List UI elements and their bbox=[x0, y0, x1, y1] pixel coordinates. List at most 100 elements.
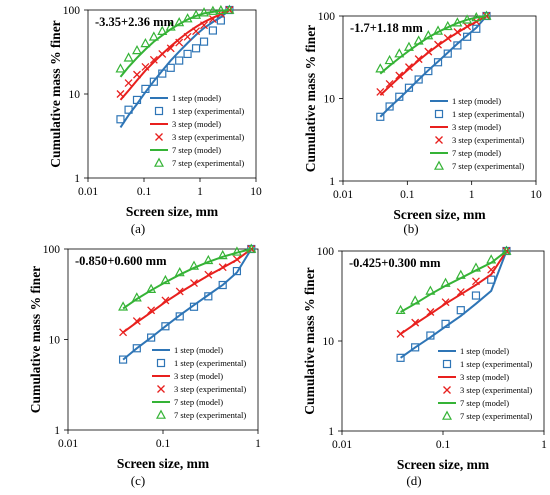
data-point-cross bbox=[175, 287, 184, 296]
x-tick-label: 1 bbox=[197, 186, 203, 198]
data-point-triangle bbox=[452, 17, 463, 27]
series-line-three_step bbox=[379, 15, 487, 96]
data-point-cross bbox=[124, 79, 133, 88]
data-point-cross bbox=[396, 329, 405, 338]
legend-swatch-marker bbox=[157, 385, 165, 393]
y-tick-label: 1 bbox=[54, 425, 60, 437]
data-point-triangle bbox=[148, 31, 159, 41]
data-point-square bbox=[404, 83, 414, 92]
data-point-cross-stroke bbox=[487, 265, 496, 274]
y-tick-label: 1 bbox=[329, 176, 335, 188]
data-point-cross-stroke bbox=[183, 32, 192, 41]
data-point-triangle bbox=[146, 283, 157, 293]
panel-d: 0.01 0.1 1 1 10 100 Screen size, mm Cumulative … bbox=[302, 245, 547, 488]
legend-swatch-marker bbox=[155, 133, 163, 141]
y-tick-label: 100 bbox=[43, 244, 61, 256]
data-point-triangle bbox=[118, 301, 129, 311]
data-point-square bbox=[441, 319, 450, 328]
data-point-cross bbox=[133, 70, 141, 79]
data-point-cross-stroke bbox=[232, 255, 241, 264]
data-point-square bbox=[396, 353, 405, 362]
data-point-cross bbox=[453, 28, 462, 36]
data-point-triangle bbox=[174, 267, 185, 277]
data-point-square bbox=[414, 75, 423, 84]
plot-area bbox=[342, 15, 537, 182]
data-point-square bbox=[132, 344, 141, 353]
x-tick-label: 1 bbox=[255, 438, 261, 450]
data-point-triangle bbox=[182, 13, 193, 23]
legend-label: 1 step (experimental) bbox=[452, 109, 524, 119]
data-point-cross bbox=[395, 71, 404, 80]
data-point-cross-stroke bbox=[472, 17, 481, 26]
data-point-square bbox=[216, 16, 225, 25]
data-point-cross-stroke bbox=[119, 328, 128, 337]
x-tick-label: 0.01 bbox=[58, 438, 78, 450]
data-point-triangle bbox=[131, 292, 142, 302]
data-point-triangle bbox=[384, 54, 395, 65]
data-point-triangle bbox=[440, 277, 451, 287]
data-point-triangle bbox=[455, 269, 466, 279]
x-tick-label: 0.1 bbox=[436, 439, 451, 451]
data-point-triangle bbox=[433, 25, 444, 35]
data-point-triangle bbox=[207, 5, 218, 15]
data-point-cross bbox=[190, 279, 198, 288]
x-tick-label: 0.01 bbox=[78, 186, 98, 198]
data-point-triangle bbox=[501, 245, 512, 255]
data-point-triangle bbox=[131, 44, 143, 55]
data-point-cross bbox=[426, 308, 435, 316]
data-point-square bbox=[456, 306, 465, 315]
panel-a: 0.01 0.1 1 10 1 10 100 Screen size, mm Cumulativ… bbox=[48, 4, 262, 236]
size-fraction-annotation: -0.850+0.600 mm bbox=[75, 254, 167, 268]
data-point-square bbox=[385, 102, 394, 111]
data-point-cross-stroke bbox=[133, 70, 141, 79]
data-point-cross-stroke bbox=[395, 71, 404, 80]
data-point-cross-stroke bbox=[225, 6, 234, 14]
data-point-cross-stroke bbox=[411, 318, 420, 327]
data-point-square bbox=[183, 49, 192, 59]
legend-label: 7 step (model) bbox=[174, 397, 223, 407]
data-point-cross bbox=[424, 47, 433, 56]
data-point-square bbox=[141, 84, 150, 94]
data-point-cross-stroke bbox=[472, 277, 480, 286]
data-point-square bbox=[116, 115, 125, 124]
data-point-cross-stroke bbox=[456, 288, 465, 296]
panel-label: (d) bbox=[406, 473, 421, 488]
data-point-triangle bbox=[115, 63, 126, 73]
y-tick-label: 1 bbox=[328, 426, 334, 438]
data-point-square bbox=[124, 105, 133, 114]
y-axis-label: Cumulative mass % finer bbox=[28, 266, 43, 413]
data-point-square bbox=[149, 77, 158, 86]
data-point-cross bbox=[411, 318, 420, 327]
data-point-cross-stroke bbox=[116, 90, 125, 98]
data-point-triangle bbox=[224, 4, 235, 14]
legend-label: 3 step (model) bbox=[172, 119, 221, 129]
data-point-cross-stroke bbox=[434, 40, 442, 49]
data-point-cross bbox=[218, 263, 227, 272]
x-tick-label: 10 bbox=[530, 189, 542, 201]
y-tick-label: 100 bbox=[318, 11, 336, 23]
data-point-cross-stroke bbox=[132, 317, 141, 325]
y-tick-label: 100 bbox=[317, 246, 335, 258]
panel-label: (b) bbox=[403, 221, 418, 236]
data-point-cross-stroke bbox=[426, 308, 435, 316]
data-point-cross-stroke bbox=[405, 63, 413, 72]
panel-label: (a) bbox=[131, 221, 145, 236]
legend-label: 1 step (model) bbox=[460, 346, 509, 356]
legend-swatch-marker-stroke bbox=[443, 386, 451, 394]
data-point-cross-stroke bbox=[443, 34, 452, 43]
data-point-cross bbox=[441, 298, 450, 307]
data-point-triangle bbox=[157, 25, 168, 35]
series-line-one_step bbox=[400, 250, 508, 359]
x-tick-label: 1 bbox=[541, 439, 547, 451]
data-point-cross bbox=[132, 317, 141, 325]
data-point-triangle bbox=[217, 249, 228, 260]
data-point-cross-stroke bbox=[208, 15, 217, 24]
series-line-three_step bbox=[122, 248, 252, 334]
x-tick-label: 0.1 bbox=[156, 438, 171, 450]
data-point-cross-stroke bbox=[175, 287, 184, 296]
data-point-square bbox=[175, 312, 184, 321]
size-fraction-annotation: -0.425+0.300 mm bbox=[349, 256, 441, 270]
legend-swatch-marker-stroke bbox=[155, 133, 163, 141]
data-point-triangle bbox=[462, 14, 473, 24]
